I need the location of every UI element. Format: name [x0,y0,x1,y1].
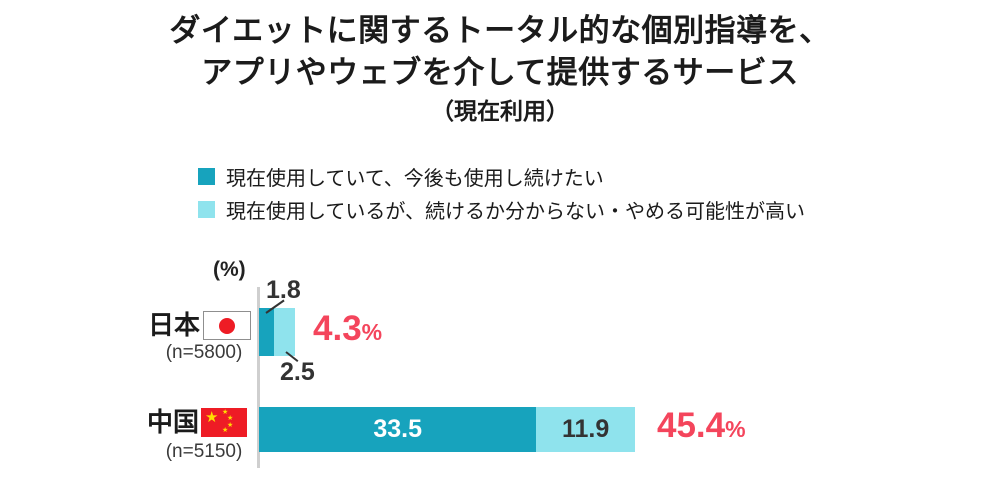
legend: 現在使用していて、今後も使用し続けたい 現在使用しているが、続けるか分からない・… [198,160,805,226]
legend-item-continue: 現在使用していて、今後も使用し続けたい [198,160,805,193]
bar-japan-segment-primary [259,308,274,356]
china-flag-star-small-3: ★ [227,422,234,429]
country-label-china: 中国 [147,407,200,437]
china-flag-icon: ★ ★ ★ ★ ★ [201,408,247,437]
axis-unit-label: (%) [213,258,246,281]
total-label-china: 45.4% [657,406,746,446]
bar-china-segment-primary: 33.5 [259,407,537,452]
sample-size-china: (n=5150) [165,441,243,462]
value-label-japan-primary: 1.8 [266,276,301,304]
bar-china: 33.5 11.9 [259,407,635,452]
title-line-1: ダイエットに関するトータル的な個別指導を、 [169,13,831,48]
country-label-japan: 日本 [148,310,201,340]
page-title: ダイエットに関するトータル的な個別指導を、 アプリやウェブを介して提供するサービ… [0,10,1000,128]
value-label-china-secondary: 11.9 [562,415,610,443]
title-subtitle: （現在利用） [431,98,569,124]
total-value-china: 45.4 [657,406,726,445]
axis-line [257,287,260,468]
legend-swatch-secondary [198,201,215,218]
percent-sign-japan: % [361,319,383,345]
title-line-2: アプリやウェブを介して提供するサービス [201,55,799,90]
legend-label-continue: 現在使用していて、今後も使用し続けたい [226,168,604,190]
bar-japan-segment-secondary [273,308,295,356]
total-label-japan: 4.3% [313,309,382,349]
japan-flag-sun [219,317,235,334]
total-value-japan: 4.3 [313,309,362,348]
value-label-japan-secondary: 2.5 [280,358,315,386]
sample-size-japan: (n=5800) [165,342,243,363]
china-flag-star-small-2: ★ [227,415,234,422]
value-label-china-primary: 33.5 [373,415,423,443]
legend-swatch-primary [198,168,215,185]
percent-sign-china: % [725,416,746,442]
china-flag-star-small-4: ★ [222,427,229,434]
bar-japan [259,308,295,356]
bar-china-segment-secondary: 11.9 [536,407,635,452]
japan-flag-icon [203,311,251,340]
china-flag-star-small-1: ★ [222,409,229,416]
china-flag-star-large: ★ [205,409,219,426]
legend-item-unsure: 現在使用しているが、続けるか分からない・やめる可能性が高い [198,193,805,226]
legend-label-unsure: 現在使用しているが、続けるか分からない・やめる可能性が高い [226,201,805,223]
